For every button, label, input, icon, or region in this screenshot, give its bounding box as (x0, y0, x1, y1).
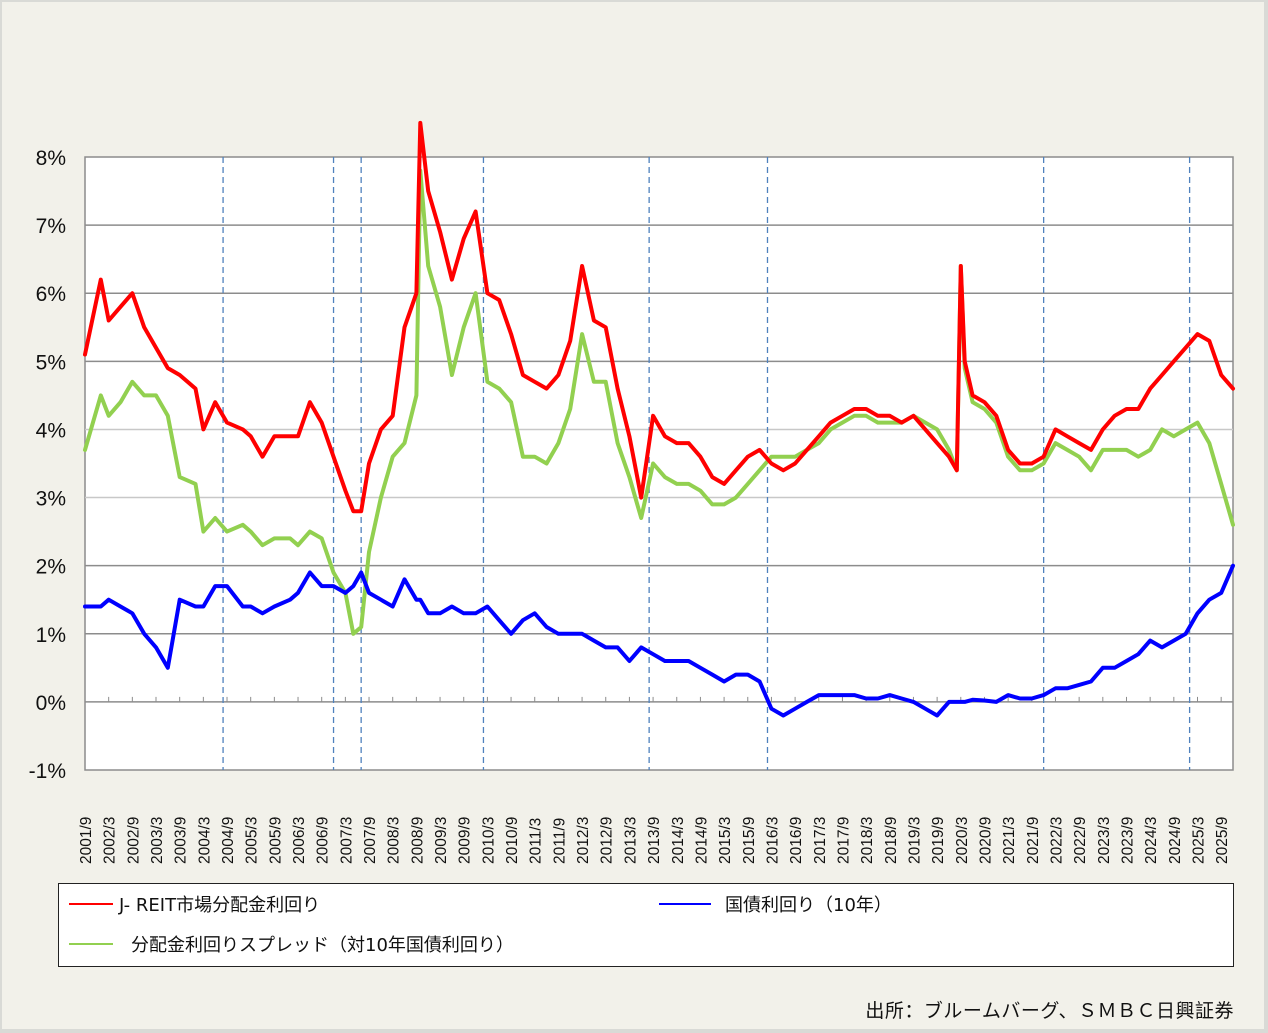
x-tick-label: 2005/3 (244, 817, 261, 864)
legend-red-line-icon (69, 903, 113, 905)
x-tick-label: 2023/9 (1119, 817, 1136, 864)
y-tick-label: 3% (36, 488, 66, 511)
x-tick-label: 2008/9 (409, 817, 426, 864)
x-tick-label: 2004/3 (196, 817, 213, 864)
x-tick-label: 2025/9 (1214, 817, 1231, 864)
x-tick-label: 2002/9 (125, 817, 142, 864)
x-tick-label: 2005/9 (267, 817, 284, 864)
legend-item-jgb-yield: 国債利回り（10年） (659, 890, 892, 918)
x-tick-label: 2019/9 (930, 817, 947, 864)
plot-area (84, 156, 1234, 771)
y-tick-label: 8% (36, 147, 66, 170)
x-tick-label: 2024/9 (1167, 817, 1184, 864)
x-tick-label: 2006/3 (291, 817, 308, 864)
series-line-0 (83, 120, 1235, 514)
x-tick-label: 2022/3 (1048, 817, 1065, 864)
x-tick-label: 2019/3 (906, 817, 923, 864)
x-tick-label: 2016/9 (788, 817, 805, 864)
y-axis: 8% 7% 6% 5% 4% 3% 2% 1% 0% -1% (29, 147, 66, 783)
x-tick-label: 2021/9 (1025, 817, 1042, 864)
x-axis: 2001/9 2002/3 2002/9 2003/3 2003/9 2004/3 2004… (78, 696, 1231, 864)
x-tick-label: 2010/3 (480, 817, 497, 864)
x-tick-label: 2001/9 (78, 817, 95, 864)
x-tick-label: 2009/9 (457, 817, 474, 864)
x-tick-label: 2015/9 (741, 817, 758, 864)
y-tick-label: 5% (36, 351, 66, 374)
legend-label: J- REIT市場分配金利回り (119, 895, 321, 916)
x-tick-label: 2016/3 (764, 817, 781, 864)
legend-label: 分配金利回りスプレッド（対10年国債利回り） (131, 935, 514, 956)
y-tick-label: 6% (36, 283, 66, 306)
legend-blue-line-icon (659, 903, 711, 905)
y-tick-label: 2% (36, 556, 66, 579)
x-tick-label: 2014/3 (670, 817, 687, 864)
series-line-2 (83, 168, 1235, 636)
x-tick-label: 2009/3 (433, 817, 450, 864)
x-tick-label: 2015/3 (717, 817, 734, 864)
x-tick-label: 2008/3 (386, 817, 403, 864)
x-tick-label: 2020/3 (954, 817, 971, 864)
legend-item-spread: 分配金利回りスプレッド（対10年国債利回り） (69, 930, 514, 958)
x-tick-label: 2018/3 (859, 817, 876, 864)
legend-label: 国債利回り（10年） (725, 895, 892, 916)
series-line-1 (83, 563, 1235, 718)
x-tick-label: 2011/9 (551, 818, 568, 864)
source-note: 出所：ブルームバーグ、ＳＭＢＣ日興証券 (865, 1000, 1234, 1022)
x-tick-label: 2003/9 (173, 817, 190, 864)
x-tick-label: 2022/9 (1072, 817, 1089, 864)
x-tick-label: 2023/3 (1096, 817, 1113, 864)
x-tick-label: 2018/9 (883, 817, 900, 864)
x-tick-label: 2006/9 (315, 817, 332, 864)
legend-green-line-icon (69, 943, 113, 945)
legend: J- REIT市場分配金利回り 国債利回り（10年） 分配金利回りスプレッド（対… (58, 883, 1234, 967)
x-tick-label: 2020/9 (977, 817, 994, 864)
x-tick-label: 2012/3 (575, 817, 592, 864)
x-tick-label: 2004/9 (220, 817, 237, 864)
y-tick-label: -1% (29, 760, 66, 783)
legend-item-jreit-yield: J- REIT市場分配金利回り (69, 890, 320, 918)
x-tick-label: 2002/3 (102, 817, 119, 864)
series-lines (83, 120, 1235, 718)
y-tick-label: 0% (36, 692, 66, 715)
x-tick-label: 2025/3 (1190, 817, 1207, 864)
line-chart: 8% 7% 6% 5% 4% 3% 2% 1% 0% -1% 2001/9 2002/3 2002/9… (29, 120, 1235, 864)
x-tick-label: 2021/3 (1001, 817, 1018, 864)
y-tick-label: 4% (36, 419, 66, 442)
x-tick-label: 2011/3 (528, 818, 545, 864)
x-tick-label: 2017/9 (835, 817, 852, 864)
x-tick-label: 2017/3 (812, 817, 829, 864)
x-tick-label: 2012/9 (599, 817, 616, 864)
x-tick-label: 2007/9 (362, 817, 379, 864)
x-tick-label: 2013/3 (622, 817, 639, 864)
x-tick-label: 2007/3 (338, 817, 355, 864)
y-tick-label: 7% (36, 215, 66, 238)
x-tick-label: 2013/9 (646, 817, 663, 864)
x-tick-label: 2014/9 (693, 817, 710, 864)
x-tick-label: 2003/3 (149, 817, 166, 864)
gridlines (85, 224, 1233, 703)
x-tick-label: 2010/9 (504, 817, 521, 864)
x-tick-label: 2024/3 (1143, 817, 1160, 864)
y-tick-label: 1% (36, 624, 66, 647)
